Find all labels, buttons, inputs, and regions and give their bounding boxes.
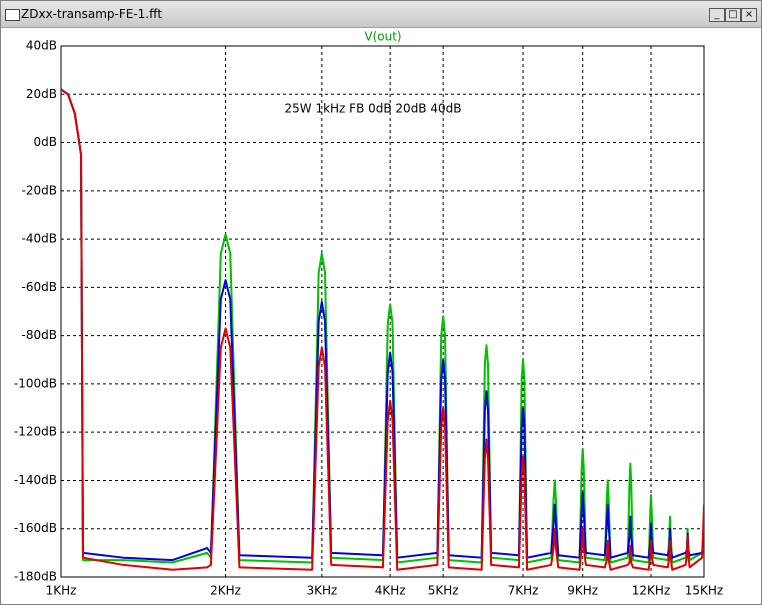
x-tick-label: 15KHz xyxy=(685,584,723,598)
y-tick-label: -80dB xyxy=(22,328,57,342)
series-line xyxy=(61,88,704,564)
y-tick-label: -120dB xyxy=(14,425,57,439)
series-line xyxy=(61,88,704,562)
y-tick-label: -180dB xyxy=(14,570,57,584)
series-line xyxy=(61,88,704,571)
x-tick-label: 1KHz xyxy=(46,584,77,598)
y-tick-label: -60dB xyxy=(22,280,57,294)
maximize-button[interactable]: □ xyxy=(725,8,741,22)
title-bar: ZDxx-transamp-FE-1.fft _ □ × xyxy=(1,1,761,28)
y-tick-label: -100dB xyxy=(14,376,57,390)
plot-frame xyxy=(60,45,705,578)
y-tick-label: -40dB xyxy=(22,232,57,246)
x-tick-label: 5KHz xyxy=(428,584,459,598)
y-tick-label: 40dB xyxy=(26,39,57,53)
annotation: 25W 1kHz FB 0dB 20dB 40dB xyxy=(285,102,462,116)
y-tick-label: 0dB xyxy=(34,135,57,149)
y-tick-label: 20dB xyxy=(26,87,57,101)
y-tick-label: -160dB xyxy=(14,521,57,535)
minimize-button[interactable]: _ xyxy=(709,8,725,22)
chart: V(out) 25W 1kHz FB 0dB 20dB 40dB 40dB 20d… xyxy=(14,30,723,598)
x-tick-label: 4KHz xyxy=(375,584,406,598)
close-button[interactable]: × xyxy=(741,8,757,22)
y-tick-label: -20dB xyxy=(22,183,57,197)
window-icon xyxy=(5,9,20,21)
x-tick-label: 9KHz xyxy=(567,584,598,598)
y-tick-label: -140dB xyxy=(14,473,57,487)
x-tick-label: 3KHz xyxy=(306,584,337,598)
chart-title: V(out) xyxy=(364,30,401,44)
x-tick-label: 2KHz xyxy=(210,584,241,598)
x-tick-label: 12KHz xyxy=(632,584,670,598)
x-tick-label: 7KHz xyxy=(508,584,539,598)
window-title: ZDxx-transamp-FE-1.fft xyxy=(21,7,163,21)
plot-area xyxy=(61,88,704,571)
